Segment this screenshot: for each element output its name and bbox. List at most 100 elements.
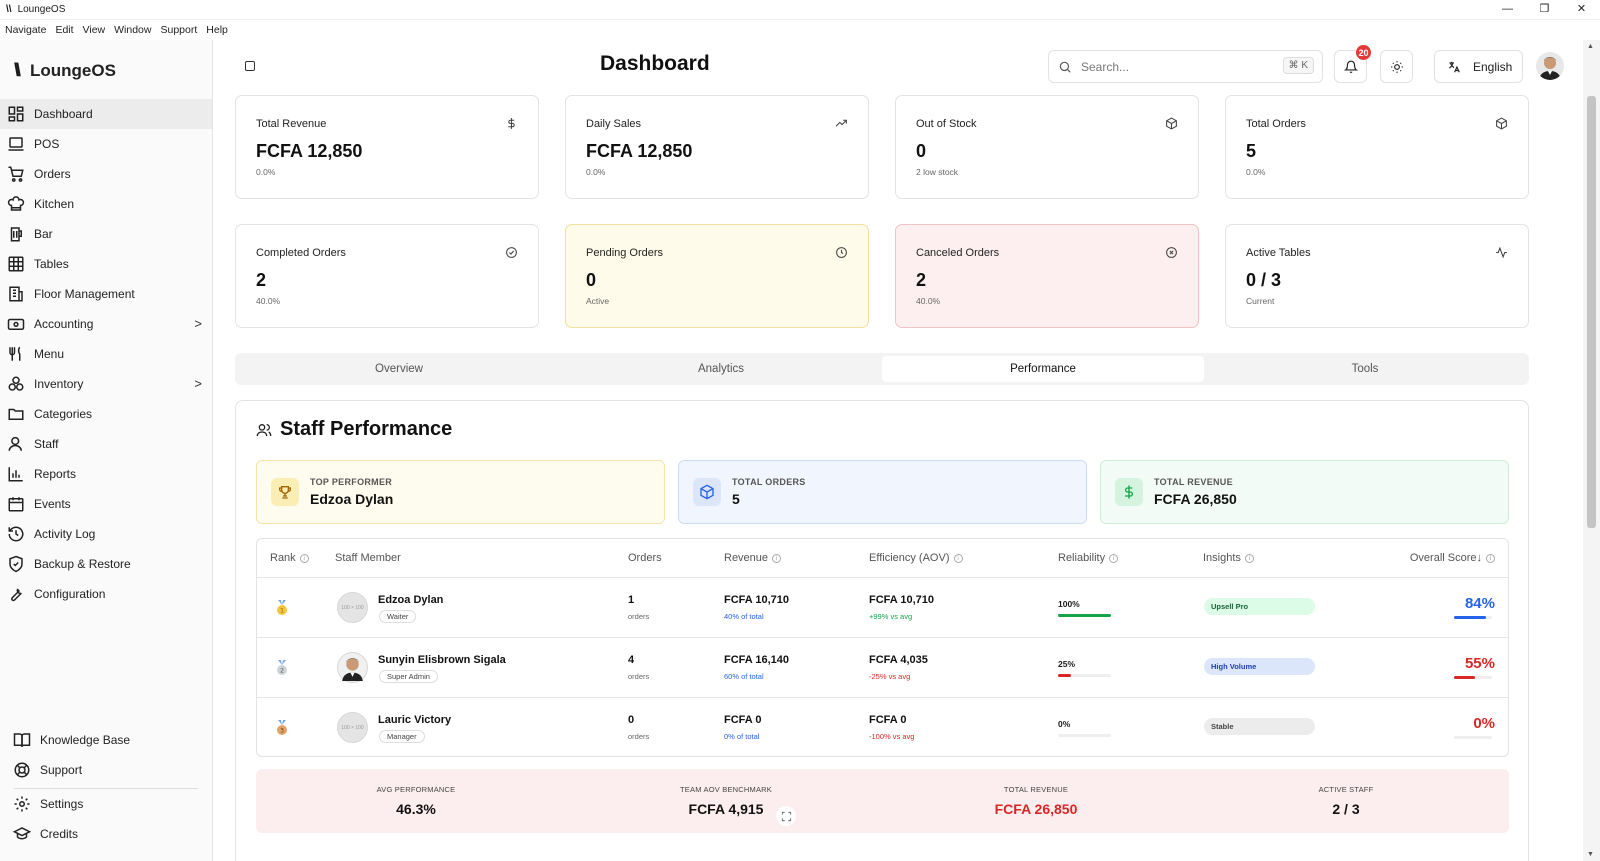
language-selector[interactable]: English xyxy=(1434,50,1523,83)
aov-value: FCFA 4,035 xyxy=(869,654,928,666)
tab-analytics[interactable]: Analytics xyxy=(697,363,745,375)
table-row[interactable]: 2 Sunyin Elisbrown Sigala Super Admin 4 … xyxy=(257,638,1508,698)
sidebar-item-activity-log[interactable]: Activity Log xyxy=(0,519,212,549)
reliability-cell: 100% xyxy=(1058,599,1111,617)
aov-value: FCFA 10,710 xyxy=(869,594,935,606)
column-header-orders[interactable]: Orders xyxy=(628,552,662,564)
info-icon[interactable]: i xyxy=(1109,553,1119,563)
sidebar-item-label: Staff xyxy=(34,437,59,451)
menu-window[interactable]: Window xyxy=(114,24,152,36)
overall-score: 0% xyxy=(1473,715,1495,732)
sidebar-item-categories[interactable]: Categories xyxy=(0,399,212,429)
stat-card-pending-orders[interactable]: Pending Orders 0 Active xyxy=(565,224,869,328)
column-header-efficiency[interactable]: Efficiency (AOV) i xyxy=(869,552,963,564)
stat-card-active-tables[interactable]: Active Tables 0 / 3 Current xyxy=(1225,224,1529,328)
column-header-reliability[interactable]: Reliability i xyxy=(1058,552,1119,564)
info-icon[interactable]: i xyxy=(1244,553,1254,563)
tab-performance[interactable]: Performance xyxy=(882,356,1204,382)
theme-toggle-button[interactable] xyxy=(1380,50,1413,83)
search-icon xyxy=(1059,61,1071,73)
chevron-right-icon[interactable]: > xyxy=(194,316,202,331)
sidebar-item-orders[interactable]: Orders xyxy=(0,159,212,189)
notifications-button[interactable]: 20 xyxy=(1334,45,1371,83)
info-icon[interactable]: i xyxy=(772,553,782,563)
stat-card-out-of-stock[interactable]: Out of Stock 0 2 low stock xyxy=(895,95,1199,199)
trending-up-icon xyxy=(835,119,847,127)
user-avatar[interactable] xyxy=(1536,52,1564,80)
score-bar xyxy=(1454,676,1492,679)
reliability-value: 100% xyxy=(1058,599,1080,609)
chevron-right-icon[interactable]: > xyxy=(194,376,202,391)
sidebar-item-floor-management[interactable]: Floor Management xyxy=(0,279,212,309)
sidebar-item-menu[interactable]: Menu xyxy=(0,339,212,369)
sidebar-toggle-icon[interactable] xyxy=(245,61,255,71)
role-badge: Waiter xyxy=(379,610,417,623)
sidebar-item-dashboard[interactable]: Dashboard xyxy=(0,99,212,129)
sidebar-item-support[interactable]: Support xyxy=(0,755,212,785)
info-icon[interactable]: i xyxy=(953,553,963,563)
column-header-staff-member[interactable]: Staff Member xyxy=(335,552,401,564)
stat-card-completed-orders[interactable]: Completed Orders 2 40.0% xyxy=(235,224,539,328)
sidebar-item-knowledge-base[interactable]: Knowledge Base xyxy=(0,725,212,755)
sidebar-item-bar[interactable]: Bar xyxy=(0,219,212,249)
column-header-overall-score[interactable]: Overall Score↓ i xyxy=(1410,552,1495,564)
menu-edit[interactable]: Edit xyxy=(55,24,74,36)
sidebar-item-inventory[interactable]: Inventory > xyxy=(0,369,212,399)
menu-help[interactable]: Help xyxy=(206,24,228,36)
sidebar-item-kitchen[interactable]: Kitchen xyxy=(0,189,212,219)
summary-label: AVG PERFORMANCE xyxy=(376,785,456,794)
sidebar-item-credits[interactable]: Credits xyxy=(0,819,212,849)
orders-value: 0 xyxy=(628,714,635,726)
stat-sub: 0.0% xyxy=(586,167,606,177)
sidebar-item-label: Configuration xyxy=(34,587,106,601)
info-icon[interactable]: i xyxy=(1486,553,1495,563)
stat-label: Total Orders xyxy=(1246,118,1306,130)
sidebar-item-configuration[interactable]: Configuration xyxy=(0,579,212,609)
sidebar-item-accounting[interactable]: Accounting > xyxy=(0,309,212,339)
search-input[interactable]: Search... ⌘ K xyxy=(1048,50,1323,83)
role-badge: Manager xyxy=(379,730,425,743)
gold-medal-icon: 1 xyxy=(277,600,287,615)
menu-navigate[interactable]: Navigate xyxy=(5,24,47,36)
stat-card-total-orders[interactable]: Total Orders 5 0.0% xyxy=(1225,95,1529,199)
column-header-revenue[interactable]: Revenue i xyxy=(724,552,782,564)
expand-icon[interactable] xyxy=(776,806,796,826)
scroll-up-arrow-icon[interactable]: ▲ xyxy=(1587,43,1594,50)
sidebar-item-staff[interactable]: Staff xyxy=(0,429,212,459)
sidebar-item-reports[interactable]: Reports xyxy=(0,459,212,489)
stat-card-canceled-orders[interactable]: Canceled Orders 2 40.0% xyxy=(895,224,1199,328)
column-header-rank[interactable]: Rank i xyxy=(270,552,309,564)
stat-value: 0 / 3 xyxy=(1246,270,1282,290)
reliability-bar xyxy=(1058,614,1111,617)
minimize-button[interactable]: — xyxy=(1502,3,1513,15)
sidebar-item-tables[interactable]: Tables xyxy=(0,249,212,279)
column-header-insights[interactable]: Insights i xyxy=(1203,552,1254,564)
shield-icon xyxy=(9,555,23,573)
stat-label: Completed Orders xyxy=(256,247,346,259)
sidebar-item-pos[interactable]: POS xyxy=(0,129,212,159)
tab-tools[interactable]: Tools xyxy=(1351,363,1379,375)
sidebar-item-settings[interactable]: Settings xyxy=(0,789,212,819)
aov-cell: FCFA 10,710 +99% vs avg xyxy=(869,594,934,621)
info-icon[interactable]: i xyxy=(299,553,309,563)
scroll-down-arrow-icon[interactable]: ▼ xyxy=(1587,851,1594,858)
tab-overview[interactable]: Overview xyxy=(375,363,423,375)
vertical-scrollbar[interactable]: ▲ ▼ xyxy=(1583,40,1600,861)
orders-sub: orders xyxy=(628,612,650,621)
table-row[interactable]: 1 100 × 100 Edzoa Dylan Waiter 1 orders … xyxy=(257,578,1508,638)
stat-card-daily-sales[interactable]: Daily Sales FCFA 12,850 0.0% xyxy=(565,95,869,199)
summary-value: FCFA 4,915 xyxy=(688,801,764,817)
sidebar-item-events[interactable]: Events xyxy=(0,489,212,519)
sidebar-item-label: Inventory xyxy=(34,377,84,391)
sidebar-item-label: Dashboard xyxy=(34,107,93,121)
table-row[interactable]: 3 100 × 100 Lauric Victory Manager 0 ord… xyxy=(257,698,1508,756)
close-button[interactable]: ✕ xyxy=(1576,3,1587,15)
wrench-icon xyxy=(11,588,22,602)
sidebar-item-backup-restore[interactable]: Backup & Restore xyxy=(0,549,212,579)
menu-support[interactable]: Support xyxy=(160,24,198,36)
brand[interactable]: \\ LoungeOS xyxy=(14,60,116,81)
menu-view[interactable]: View xyxy=(82,24,106,36)
maximize-button[interactable]: ❐ xyxy=(1539,3,1550,15)
stat-card-total-revenue[interactable]: Total Revenue FCFA 12,850 0.0% xyxy=(235,95,539,199)
scrollbar-thumb[interactable] xyxy=(1587,96,1596,528)
